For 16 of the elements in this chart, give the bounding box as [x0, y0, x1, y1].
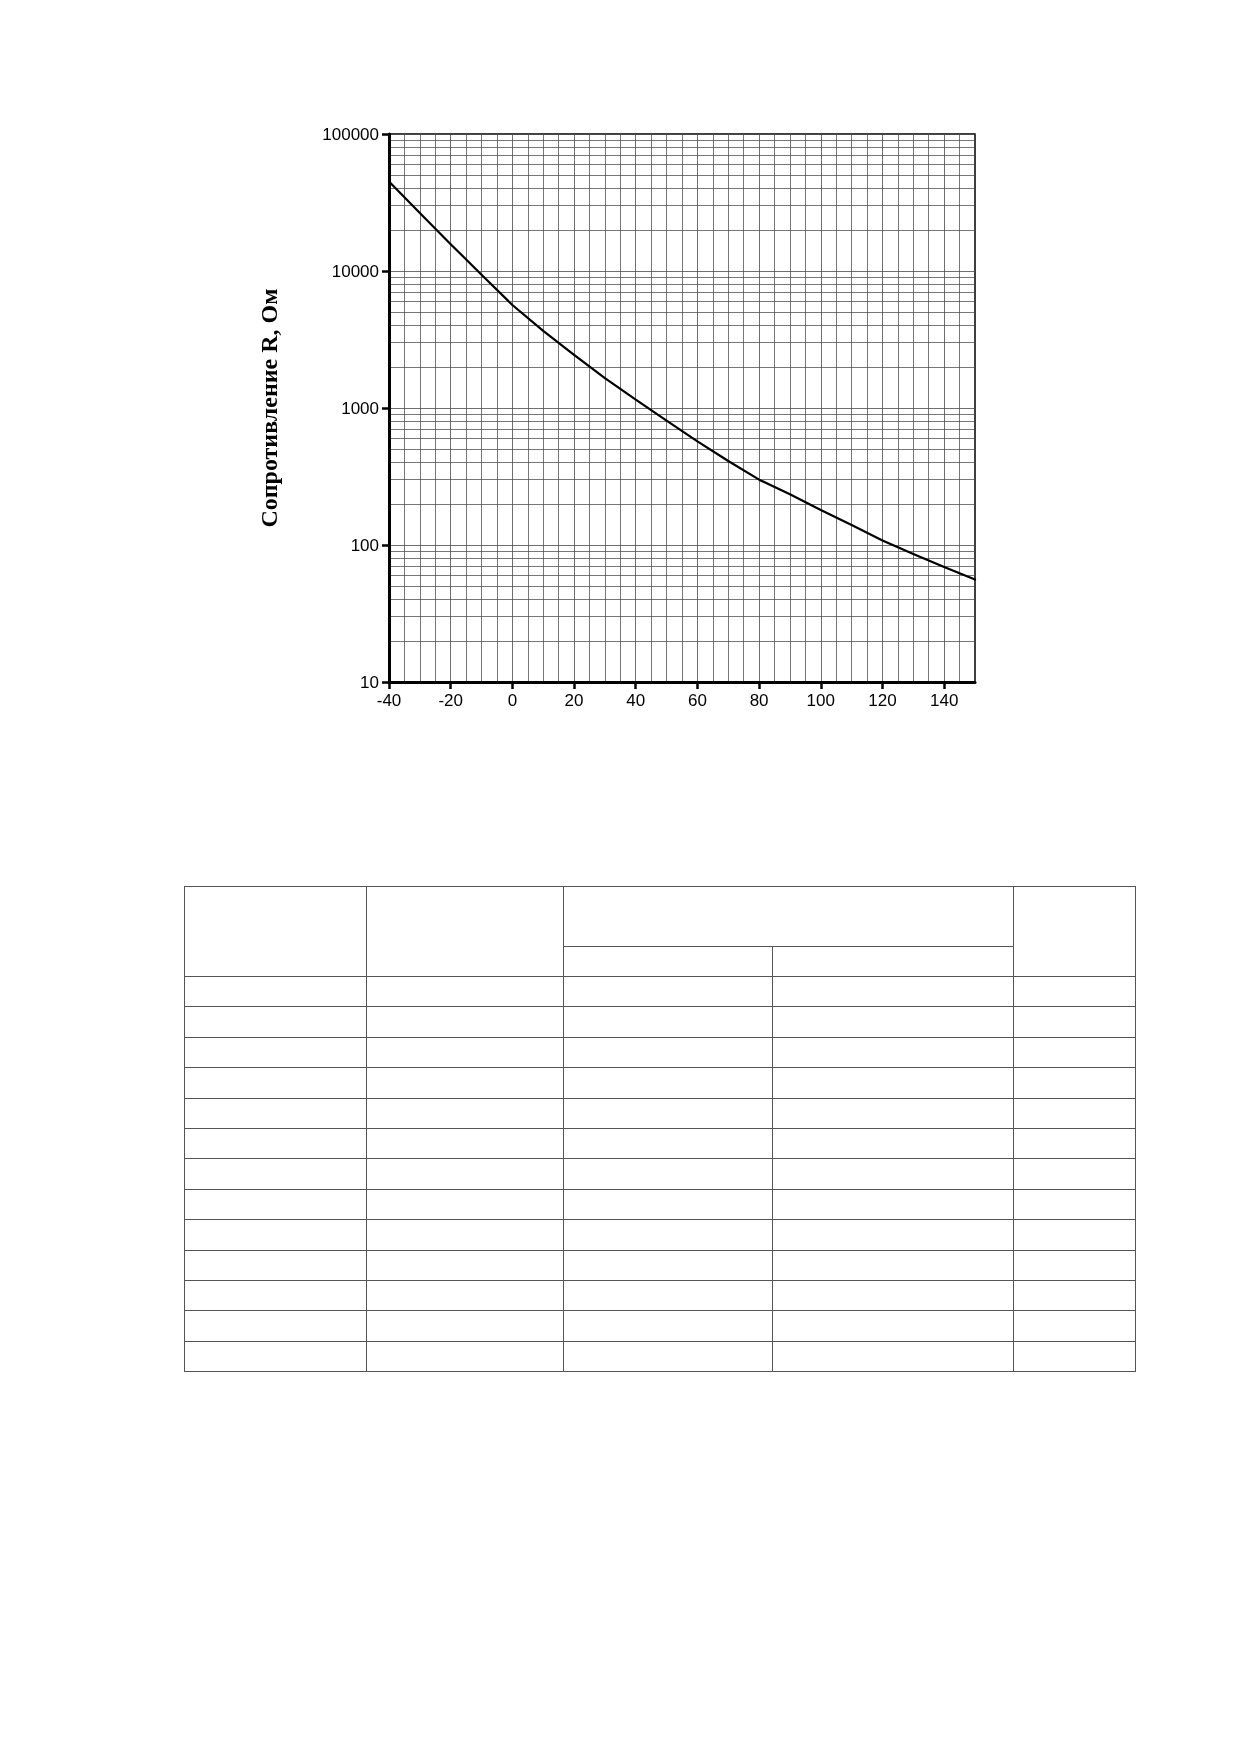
x-tick-label: 0 — [507, 691, 518, 710]
x-tick-label: 100 — [806, 691, 835, 710]
x-tick-label: -20 — [438, 691, 463, 710]
x-tick-label: 20 — [564, 691, 584, 710]
y-tick-label: 1000 — [341, 398, 379, 418]
y-tick-label: 10 — [360, 672, 379, 692]
x-tick-label: 40 — [626, 691, 646, 710]
y-axis-title: Сопротивление R, Ом — [256, 288, 282, 528]
x-tick-label: -40 — [376, 691, 402, 710]
x-tick-label: 140 — [929, 691, 959, 710]
y-tick-label: 100000 — [322, 124, 379, 144]
y-tick-label: 100 — [350, 535, 379, 555]
x-tick-label: 60 — [687, 691, 707, 710]
y-tick-label: 10000 — [331, 261, 379, 281]
x-tick-label: 80 — [749, 691, 769, 710]
x-tick-label: 120 — [868, 691, 897, 710]
